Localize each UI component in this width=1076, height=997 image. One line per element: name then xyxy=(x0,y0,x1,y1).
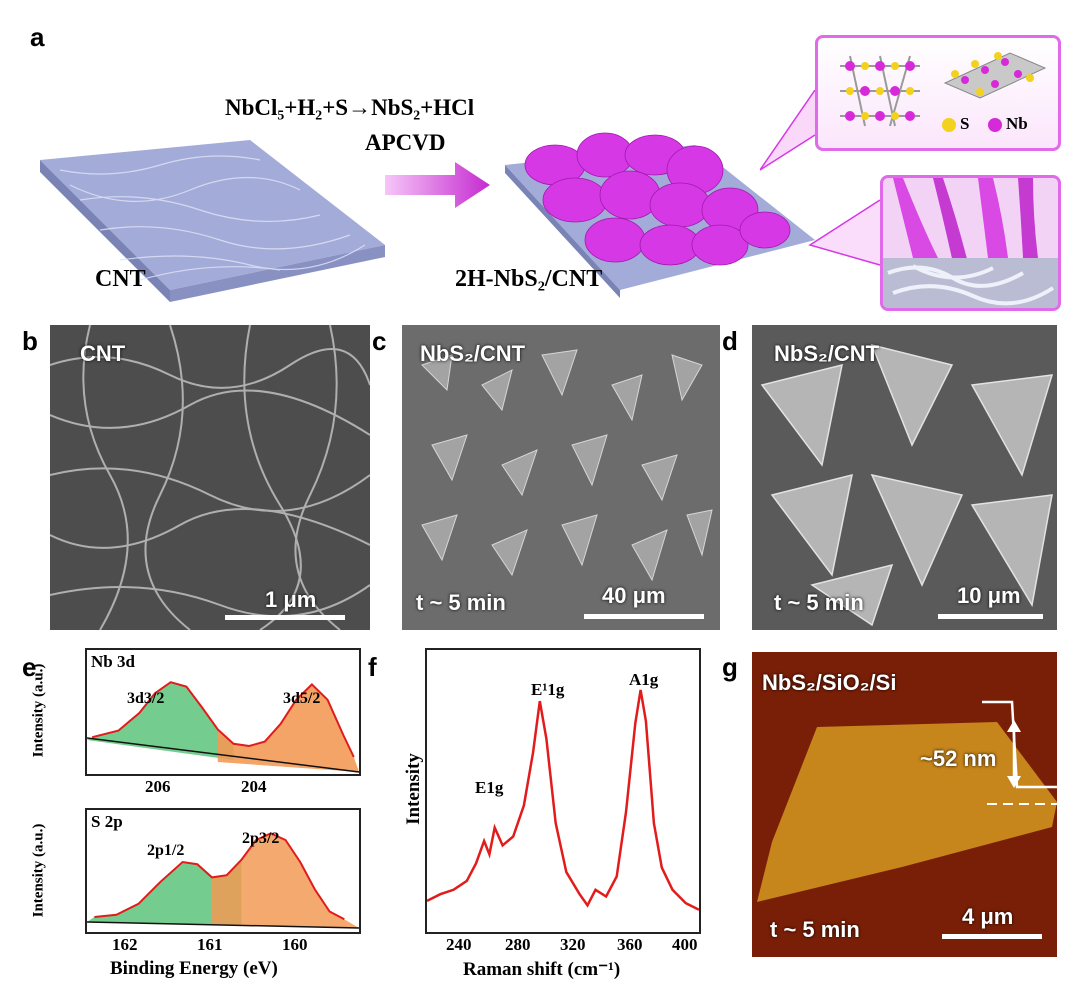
peak-3d32-label: 3d3/2 xyxy=(127,690,165,707)
sem-d-time: t ~ 5 min xyxy=(774,590,864,615)
raman-tick-280: 280 xyxy=(505,935,531,954)
xps-bottom-tick-161: 161 xyxy=(197,935,223,954)
interface-zoom-drawing xyxy=(883,178,1058,308)
sem-c-scale-text: 40 μm xyxy=(602,583,666,608)
sem-c-title: NbS₂/CNT xyxy=(420,341,526,366)
panel-label-a: a xyxy=(30,22,45,52)
sem-b-title: CNT xyxy=(80,341,126,366)
interface-zoom-inset xyxy=(880,175,1061,311)
nb-atom-dot xyxy=(988,118,1002,132)
raman-peak-a1g: A1g xyxy=(629,670,659,689)
crystal-structure-inset: S Nb xyxy=(815,35,1061,151)
sem-image-nbs2-d: NbS₂/CNT t ~ 5 min 10 μm xyxy=(752,325,1057,630)
raman-tick-240: 240 xyxy=(446,935,472,954)
raman-peak-e1g1: E¹1g xyxy=(531,680,565,699)
nbs2-cnt-illustration xyxy=(505,132,815,298)
xps-nb3d-title: Nb 3d xyxy=(91,652,135,671)
raman-xlabel: Raman shift (cm⁻¹) xyxy=(463,959,621,980)
peak-3d52-label: 3d5/2 xyxy=(283,690,321,707)
sem-d-scalebar xyxy=(938,614,1043,619)
xps-s2p-title: S 2p xyxy=(91,812,123,831)
s2p32-fill xyxy=(211,833,359,928)
panel-label-g: g xyxy=(722,652,738,682)
nb3d52-fill xyxy=(217,684,359,772)
afm-title: NbS₂/SiO₂/Si xyxy=(762,670,897,695)
sem-image-cnt: CNT 1 μm xyxy=(50,325,370,630)
sem-cnt-texture xyxy=(50,325,370,630)
afm-height: ~52 nm xyxy=(920,746,997,771)
raman-frame: E1g E¹1g A1g xyxy=(425,648,701,934)
panel-label-e: e xyxy=(22,652,37,682)
raman-tick-400: 400 xyxy=(672,935,698,954)
cnt-mat-illustration xyxy=(40,140,385,302)
sem-c-time: t ~ 5 min xyxy=(416,590,506,615)
afm-scalebar xyxy=(942,934,1042,939)
callout-lines xyxy=(760,90,881,266)
peak-2p32-label: 2p3/2 xyxy=(242,830,280,847)
raman-ylabel: Intensity xyxy=(402,753,424,825)
lattice-side-view xyxy=(943,52,1047,99)
reaction-equation: NbCl₅+H₂+S→NbS₂+HCl xyxy=(225,95,475,120)
s-atom-legend: S xyxy=(960,114,970,133)
xps-top-tick-206: 206 xyxy=(145,777,171,796)
xps-bottom-tick-162: 162 xyxy=(112,935,138,954)
sem-d-flakes xyxy=(760,343,1054,627)
sem-c-flakes xyxy=(421,349,713,582)
peak-2p12-label: 2p1/2 xyxy=(147,842,185,859)
xps-nb3d-frame: Nb 3d 3d3/2 3d5/2 xyxy=(85,648,361,776)
lattice-top-view xyxy=(840,55,920,127)
s-atom-dot xyxy=(942,118,956,132)
sem-d-scale-text: 10 μm xyxy=(957,583,1021,608)
xps-bottom-tick-160: 160 xyxy=(282,935,308,954)
sem-image-nbs2-c: NbS₂/CNT t ~ 5 min 40 μm xyxy=(402,325,720,630)
panel-label-b: b xyxy=(22,326,38,356)
afm-scale-text: 4 μm xyxy=(962,904,1014,929)
nb3d-envelope xyxy=(91,681,355,758)
nb-atom-legend: Nb xyxy=(1006,114,1028,133)
raman-tick-360: 360 xyxy=(617,935,643,954)
process-arrow xyxy=(385,162,490,208)
sem-c-scalebar xyxy=(584,614,704,619)
s2p-baseline xyxy=(87,921,359,929)
nb3d-baseline xyxy=(87,737,359,773)
raman-plot xyxy=(427,689,699,911)
panel-label-d: d xyxy=(722,326,738,356)
xps-s2p-plot xyxy=(87,832,359,929)
afm-flake-drawing xyxy=(757,700,1057,902)
nbs2-cnt-caption: 2H-NbS₂/CNT xyxy=(455,266,603,292)
xps-bottom-ylabel: Intensity (a.u.) xyxy=(30,823,47,918)
xps-s2p-frame: S 2p 2p1/2 2p3/2 xyxy=(85,808,361,934)
s2p12-fill xyxy=(87,859,242,925)
sem-b-scale-text: 1 μm xyxy=(265,587,317,612)
xps-top-tick-204: 204 xyxy=(241,777,267,796)
raman-tick-320: 320 xyxy=(560,935,586,954)
xps-nb3d-plot xyxy=(87,681,359,773)
afm-time: t ~ 5 min xyxy=(770,917,860,942)
panel-label-f: f xyxy=(368,652,377,682)
sem-d-title: NbS₂/CNT xyxy=(774,341,880,366)
panel-label-c: c xyxy=(372,326,387,356)
raman-spectrum xyxy=(427,689,699,911)
method-label: APCVD xyxy=(365,130,446,155)
raman-peak-e1g: E1g xyxy=(475,778,504,797)
sem-b-scalebar xyxy=(225,615,345,620)
s2p-envelope xyxy=(94,832,345,921)
afm-image: NbS₂/SiO₂/Si ~52 nm t ~ 5 min 4 μm xyxy=(752,652,1057,957)
xps-top-ylabel: Intensity (a.u.) xyxy=(30,663,47,758)
xps-xlabel: Binding Energy (eV) xyxy=(110,958,278,979)
cnt-caption: CNT xyxy=(95,266,146,292)
